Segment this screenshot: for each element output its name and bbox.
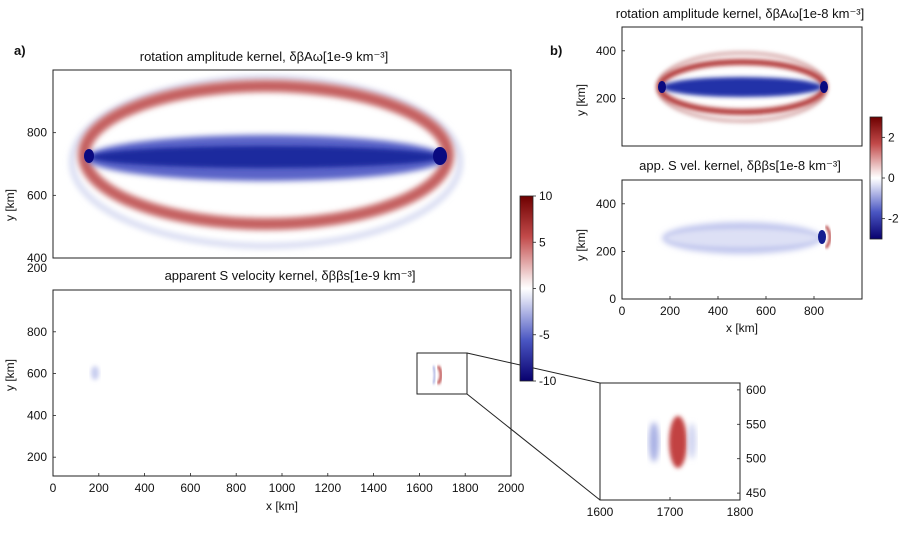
colorbar-b bbox=[869, 116, 883, 240]
y-tick-label: 450 bbox=[746, 486, 766, 500]
x-tick-label: 600 bbox=[756, 304, 776, 318]
x-tick-label: 1000 bbox=[269, 481, 296, 495]
y-tick-label: 200 bbox=[27, 261, 47, 275]
chart-b-bottom-ylabel: y [km] bbox=[574, 229, 588, 261]
y-tick-label: 400 bbox=[27, 408, 47, 422]
panel-a-label: a) bbox=[14, 43, 26, 58]
y-tick-label: 400 bbox=[596, 44, 616, 58]
chart-b-bottom-heatmap bbox=[662, 222, 832, 254]
colorbar-a-ticks: 10 5 0 -5 -10 bbox=[533, 189, 557, 388]
panel-b-label: b) bbox=[550, 43, 562, 58]
x-tick-label: 800 bbox=[226, 481, 246, 495]
y-tick-label: 600 bbox=[27, 188, 47, 202]
x-tick-label: 1600 bbox=[587, 505, 614, 519]
x-tick-label: 0 bbox=[50, 481, 57, 495]
chart-b-bottom-frame bbox=[621, 179, 863, 300]
colorbar-tick-label: 0 bbox=[888, 171, 895, 185]
x-tick-label: 400 bbox=[708, 304, 728, 318]
x-tick-label: 1700 bbox=[657, 505, 684, 519]
x-tick-label: 800 bbox=[804, 304, 824, 318]
y-tick-label: 200 bbox=[596, 91, 616, 105]
chart-a-bottom-frame bbox=[52, 289, 512, 477]
colorbar-tick-label: 10 bbox=[539, 189, 553, 203]
chart-b-top-ylabel: y [km] bbox=[574, 84, 588, 116]
x-tick-label: 1200 bbox=[314, 481, 341, 495]
x-tick-label: 400 bbox=[135, 481, 155, 495]
x-tick-label: 600 bbox=[180, 481, 200, 495]
chart-a-bottom-ylabel: y [km] bbox=[3, 359, 17, 391]
colorbar-tick-label: 5 bbox=[539, 235, 546, 249]
colorbar-a bbox=[519, 195, 534, 382]
x-tick-label: 200 bbox=[660, 304, 680, 318]
zoom-region-box bbox=[416, 352, 468, 395]
chart-b-top-frame bbox=[621, 26, 863, 147]
y-tick-label: 600 bbox=[746, 383, 766, 397]
colorbar-tick-label: -2 bbox=[888, 212, 899, 226]
chart-a-top-title: rotation amplitude kernel, δβAω[1e-9 km⁻… bbox=[140, 49, 389, 64]
chart-a-top-ylabel: y [km] bbox=[3, 189, 17, 221]
y-tick-label: 600 bbox=[27, 367, 47, 381]
y-tick-label: 800 bbox=[27, 126, 47, 140]
x-tick-label: 1800 bbox=[452, 481, 479, 495]
chart-a-top-frame bbox=[52, 69, 512, 259]
chart-b-top-title: rotation amplitude kernel, δβAω[1e-8 km⁻… bbox=[616, 6, 865, 21]
zoom-connector-top bbox=[466, 352, 601, 384]
x-tick-label: 1800 bbox=[727, 505, 754, 519]
chart-b-bottom-xlabel: x [km] bbox=[726, 321, 758, 335]
y-tick-label: 200 bbox=[596, 244, 616, 258]
y-tick-label: 400 bbox=[27, 251, 47, 265]
colorbar-tick-label: -5 bbox=[539, 328, 550, 342]
colorbar-tick-label: 2 bbox=[888, 130, 895, 144]
x-tick-label: 0 bbox=[619, 304, 626, 318]
y-tick-label: 400 bbox=[596, 197, 616, 211]
x-tick-label: 200 bbox=[89, 481, 109, 495]
y-tick-label: 0 bbox=[609, 292, 616, 306]
x-tick-label: 2000 bbox=[498, 481, 525, 495]
zoom-heatmap bbox=[649, 416, 696, 468]
y-tick-label: 200 bbox=[27, 450, 47, 464]
colorbar-tick-label: -10 bbox=[539, 374, 557, 388]
chart-b-bottom-title: app. S vel. kernel, δββs[1e-8 km⁻³] bbox=[639, 158, 841, 173]
colorbar-b-ticks: 2 0 -2 bbox=[882, 130, 899, 226]
chart-a-bottom-xlabel: x [km] bbox=[266, 499, 298, 513]
chart-a-top-heatmap bbox=[69, 75, 463, 249]
zoom-connector-bottom bbox=[466, 393, 601, 501]
y-tick-label: 550 bbox=[746, 417, 766, 431]
chart-a-bottom-title: apparent S velocity kernel, δββs[1e-9 km… bbox=[165, 268, 416, 283]
x-tick-label: 1600 bbox=[406, 481, 433, 495]
y-tick-label: 500 bbox=[746, 452, 766, 466]
chart-b-top-heatmap bbox=[656, 51, 828, 123]
y-tick-label: 800 bbox=[27, 325, 47, 339]
x-tick-label: 1400 bbox=[360, 481, 387, 495]
chart-a-bottom-heatmap bbox=[91, 365, 443, 385]
colorbar-tick-label: 0 bbox=[539, 282, 546, 296]
